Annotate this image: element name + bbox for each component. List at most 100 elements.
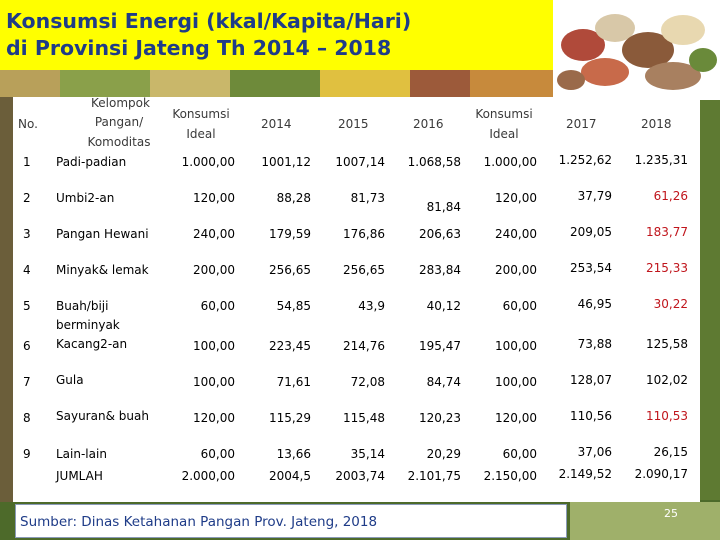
header-ideal-1b: Ideal xyxy=(186,127,216,141)
row-2017: 46,95 xyxy=(577,297,612,311)
row-name: Lain-lain xyxy=(56,447,107,461)
row-2015: 214,76 xyxy=(343,339,385,353)
row-2016: 84,74 xyxy=(426,375,461,389)
row-2017: 128,07 xyxy=(570,373,612,387)
row-2015: 35,14 xyxy=(350,447,385,461)
row-2018: 26,15 xyxy=(653,445,688,459)
row-name: JUMLAH xyxy=(56,469,103,483)
row-2015: 256,65 xyxy=(343,263,385,277)
food-illustration xyxy=(553,0,720,100)
title-line-1: Konsumsi Energi (kkal/Kapita/Hari) xyxy=(6,9,412,33)
header-2015: 2015 xyxy=(338,117,369,131)
row-no: 9 xyxy=(23,447,31,461)
row-2015: 176,86 xyxy=(343,227,385,241)
row-2018: 125,58 xyxy=(646,337,688,351)
header-ideal-1a: Konsumsi xyxy=(172,107,230,121)
row-ideal1: 60,00 xyxy=(200,447,235,461)
row-no: 1 xyxy=(23,155,31,169)
row-2015: 115,48 xyxy=(343,411,385,425)
row-no: 6 xyxy=(23,339,31,353)
row-2017: 110,56 xyxy=(570,409,612,423)
row-name: Umbi2-an xyxy=(56,191,115,205)
row-2017: 253,54 xyxy=(570,261,612,275)
row-2016: 40,12 xyxy=(426,299,461,313)
header-2017: 2017 xyxy=(566,117,597,131)
row-no: 3 xyxy=(23,227,31,241)
food-photo xyxy=(553,0,720,100)
row-no: 4 xyxy=(23,263,31,277)
row-2014: 54,85 xyxy=(276,299,311,313)
row-ideal1: 120,00 xyxy=(193,191,235,205)
row-ideal1: 100,00 xyxy=(193,339,235,353)
row-name: Gula xyxy=(56,373,84,387)
row-2017: 2.149,52 xyxy=(558,467,612,481)
row-no: 5 xyxy=(23,299,31,313)
row-2014: 13,66 xyxy=(276,447,311,461)
header-no: No. xyxy=(18,117,38,131)
header-2016: 2016 xyxy=(413,117,444,131)
row-ideal2: 60,00 xyxy=(502,299,537,313)
header-kelompok-3: Komoditas xyxy=(87,135,151,149)
row-2016: 20,29 xyxy=(426,447,461,461)
row-2016: 2.101,75 xyxy=(407,469,461,483)
row-no: 2 xyxy=(23,191,31,205)
row-2018: 61,26 xyxy=(653,189,688,203)
row-2018: 2.090,17 xyxy=(634,467,688,481)
row-ideal2: 60,00 xyxy=(502,447,537,461)
row-ideal1: 100,00 xyxy=(193,375,235,389)
header-kelompok-1: Kelompok xyxy=(91,96,150,110)
consumption-table: No. Kelompok Pangan/ Komoditas Konsumsi … xyxy=(13,96,700,502)
row-name: Pangan Hewani xyxy=(56,227,149,241)
row-2017: 37,79 xyxy=(577,189,612,203)
header-2018: 2018 xyxy=(641,117,672,131)
row-2016: 195,47 xyxy=(419,339,461,353)
row-ideal2: 120,00 xyxy=(495,191,537,205)
row-2016: 1.068,58 xyxy=(407,155,461,169)
row-ideal2: 1.000,00 xyxy=(483,155,537,169)
row-ideal2: 100,00 xyxy=(495,339,537,353)
row-ideal2: 120,00 xyxy=(495,411,537,425)
row-2014: 179,59 xyxy=(269,227,311,241)
source-note: Sumber: Dinas Ketahanan Pangan Prov. Jat… xyxy=(15,504,567,538)
row-2015: 2003,74 xyxy=(335,469,385,483)
row-2015: 72,08 xyxy=(350,375,385,389)
row-2018: 215,33 xyxy=(646,261,688,275)
row-2017: 73,88 xyxy=(577,337,612,351)
row-2018: 30,22 xyxy=(653,297,688,311)
row-2018: 102,02 xyxy=(646,373,688,387)
header-2014: 2014 xyxy=(261,117,292,131)
row-2014: 256,65 xyxy=(269,263,311,277)
row-2016: 283,84 xyxy=(419,263,461,277)
row-2014: 1001,12 xyxy=(261,155,311,169)
row-2015: 1007,14 xyxy=(335,155,385,169)
row-2014: 2004,5 xyxy=(269,469,311,483)
row-name: Kacang2-an xyxy=(56,337,128,351)
row-2018: 1.235,31 xyxy=(634,153,688,167)
row-2014: 71,61 xyxy=(276,375,311,389)
row-ideal2: 2.150,00 xyxy=(483,469,537,483)
row-2017: 209,05 xyxy=(570,225,612,239)
header-ideal-2b: Ideal xyxy=(489,127,519,141)
row-2015: 81,73 xyxy=(350,191,385,205)
row-2017: 37,06 xyxy=(577,445,612,459)
row-name: Padi-padian xyxy=(56,155,127,169)
row-2016: 120,23 xyxy=(419,411,461,425)
row-ideal1: 120,00 xyxy=(193,411,235,425)
row-2014: 88,28 xyxy=(276,191,311,205)
row-name: Minyak& lemak xyxy=(56,263,149,277)
slide-title: Konsumsi Energi (kkal/Kapita/Hari) di Pr… xyxy=(6,8,411,62)
row-ideal1: 240,00 xyxy=(193,227,235,241)
row-name-line-1: Buah/biji xyxy=(56,299,109,313)
row-ideal1: 60,00 xyxy=(200,299,235,313)
page-number: 25 xyxy=(664,507,678,520)
header-kelompok-2: Pangan/ xyxy=(94,115,144,129)
row-ideal1: 2.000,00 xyxy=(181,469,235,483)
row-ideal1: 200,00 xyxy=(193,263,235,277)
row-2018: 183,77 xyxy=(646,225,688,239)
title-banner: Konsumsi Energi (kkal/Kapita/Hari) di Pr… xyxy=(0,0,553,70)
row-name: Sayuran& buah xyxy=(56,409,149,423)
row-2018: 110,53 xyxy=(646,409,688,423)
row-ideal2: 100,00 xyxy=(495,375,537,389)
row-name-line-2: berminyak xyxy=(56,318,120,332)
row-2016: 81,84 xyxy=(426,200,461,214)
